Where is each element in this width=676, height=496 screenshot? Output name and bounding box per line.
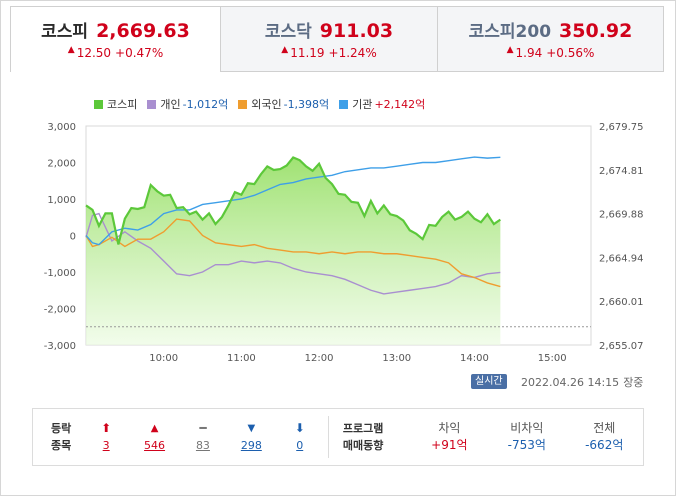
y-left-tick-label: 3,000 — [47, 122, 76, 133]
program-arbitrage: 차익 +91억 — [411, 420, 488, 454]
down-icon: ▼ — [247, 423, 256, 434]
legend-swatch — [238, 99, 248, 109]
program-title-line2: 매매동향 — [342, 439, 384, 452]
breadth-count[interactable]: 298 — [240, 439, 262, 452]
tab-kospi200[interactable]: 코스피200 350.92 ▲ 1.94 +0.56% — [438, 6, 664, 72]
x-tick-label: 15:00 — [538, 353, 567, 364]
tab-change: 1.94 — [515, 46, 543, 60]
program-total: 전체 -662억 — [566, 420, 643, 454]
tab-percent: +1.24% — [328, 46, 377, 60]
breadth-count[interactable]: 83 — [195, 439, 210, 452]
tab-value: 911.03 — [319, 20, 394, 42]
chart-legend: 코스피 개인 -1,012억 외국인 -1,398억 기관 +2,142억 — [94, 96, 435, 112]
tab-value: 2,669.63 — [96, 20, 190, 42]
index-chart: 코스피 개인 -1,012억 외국인 -1,398억 기관 +2,142억 3,… — [0, 88, 676, 398]
market-summary-panel: 등락 종목 ⬆ 3 ▲ 546 ━ 83 ▼ 298 ⬇ 0 프로그램 매매동향… — [32, 408, 644, 466]
market-status: 장중 — [623, 376, 644, 389]
legend-item-kospi[interactable]: 코스피 — [94, 96, 137, 112]
y-right-tick-label: 2,674.81 — [599, 166, 644, 177]
y-right-tick-label: 2,664.94 — [599, 253, 644, 264]
y-left-tick-label: 0 — [70, 232, 76, 243]
breadth-title-line2: 종목 — [51, 439, 72, 452]
status-row: 실시간 2022.04.26 14:15 장중 — [0, 372, 676, 392]
x-tick-label: 13:00 — [382, 353, 411, 364]
series-line-kospi — [85, 156, 501, 245]
series-line-institution — [85, 156, 501, 246]
upper-limit-icon: ⬆ — [101, 421, 112, 435]
legend-value: -1,012억 — [182, 98, 229, 111]
legend-label: 외국인 — [251, 98, 282, 111]
timestamp: 2022.04.26 14:15 장중 — [521, 374, 643, 390]
tab-change: 12.50 — [76, 46, 112, 60]
tab-name: 코스피 — [41, 22, 89, 42]
realtime-button[interactable]: 실시간 — [471, 374, 507, 389]
tab-value: 350.92 — [559, 20, 633, 42]
tab-percent: +0.47% — [115, 46, 164, 60]
timestamp-value: 2022.04.26 14:15 — [521, 376, 620, 389]
x-tick-label: 10:00 — [149, 353, 178, 364]
x-tick-label: 11:00 — [227, 353, 256, 364]
program-value: +91억 — [431, 438, 468, 452]
y-left-tick-label: 2,000 — [47, 159, 76, 170]
breadth-upper-limit[interactable]: ⬆ 3 — [82, 420, 130, 454]
series-line-foreign — [85, 218, 501, 288]
lower-limit-icon: ⬇ — [294, 421, 305, 435]
index-tabs: 코스피 2,669.63 ▲ 12.50 +0.47% 코스닥 911.03 ▲… — [10, 6, 664, 72]
breadth-lower-limit[interactable]: ⬇ 0 — [276, 420, 324, 454]
y-left-tick-label: -2,000 — [44, 305, 76, 316]
tab-kosdaq[interactable]: 코스닥 911.03 ▲ 11.19 +1.24% — [221, 6, 438, 72]
legend-value: -1,398억 — [283, 98, 330, 111]
tab-kospi[interactable]: 코스피 2,669.63 ▲ 12.50 +0.47% — [10, 6, 221, 72]
unchanged-icon: ━ — [199, 421, 207, 435]
breadth-title-line1: 등락 — [51, 422, 72, 435]
legend-swatch — [147, 99, 157, 109]
breadth-down[interactable]: ▼ 298 — [227, 420, 275, 454]
breadth-count[interactable]: 0 — [296, 439, 304, 452]
legend-swatch — [94, 99, 103, 109]
series-line-individual — [85, 212, 501, 295]
tab-name: 코스피200 — [468, 22, 552, 42]
program-value: -753억 — [507, 438, 546, 452]
breadth-up[interactable]: ▲ 546 — [130, 420, 178, 454]
legend-item-foreign[interactable]: 외국인 -1,398억 — [238, 96, 329, 112]
y-left-tick-label: 1,000 — [47, 195, 76, 206]
program-value: -662억 — [585, 438, 624, 452]
legend-label: 개인 — [160, 98, 181, 111]
legend-item-individual[interactable]: 개인 -1,012억 — [147, 96, 228, 112]
x-tick-label: 14:00 — [460, 353, 489, 364]
up-arrow-icon: ▲ — [281, 45, 289, 55]
legend-label: 코스피 — [107, 98, 138, 111]
program-title: 프로그램 매매동향 — [343, 420, 411, 454]
program-label: 차익 — [438, 421, 461, 435]
program-label: 전체 — [593, 421, 616, 435]
up-icon: ▲ — [150, 423, 159, 434]
y-left-tick-label: -1,000 — [44, 268, 76, 279]
tab-percent: +0.56% — [546, 46, 595, 60]
chart-plot: 3,000 2,000 1,000 0 -1,000 -2,000 -3,000 2,679.… — [44, 122, 644, 364]
tab-name: 코스닥 — [264, 22, 312, 42]
legend-label: 기관 — [352, 98, 373, 111]
y-left-tick-label: -3,000 — [44, 341, 76, 352]
y-right-tick-label: 2,679.75 — [599, 122, 644, 133]
breadth-unchanged[interactable]: ━ 83 — [179, 420, 227, 454]
x-tick-label: 12:00 — [305, 353, 334, 364]
legend-swatch — [339, 99, 349, 109]
breadth-count[interactable]: 546 — [144, 439, 166, 452]
legend-item-institution[interactable]: 기관 +2,142억 — [339, 96, 425, 112]
y-right-tick-label: 2,655.07 — [599, 341, 644, 352]
y-right-tick-label: 2,660.01 — [599, 297, 644, 308]
program-title-line1: 프로그램 — [342, 422, 384, 435]
up-arrow-icon: ▲ — [506, 45, 514, 55]
up-arrow-icon: ▲ — [67, 45, 75, 55]
breadth-title: 등락 종목 — [33, 420, 82, 454]
y-right-tick-label: 2,669.88 — [599, 210, 644, 221]
tab-change: 11.19 — [290, 46, 325, 60]
program-label: 비차익 — [510, 421, 544, 435]
legend-value: +2,142억 — [374, 98, 426, 111]
program-non-arbitrage: 비차익 -753억 — [488, 420, 565, 454]
panel-divider — [327, 416, 329, 458]
breadth-count[interactable]: 3 — [102, 439, 110, 452]
